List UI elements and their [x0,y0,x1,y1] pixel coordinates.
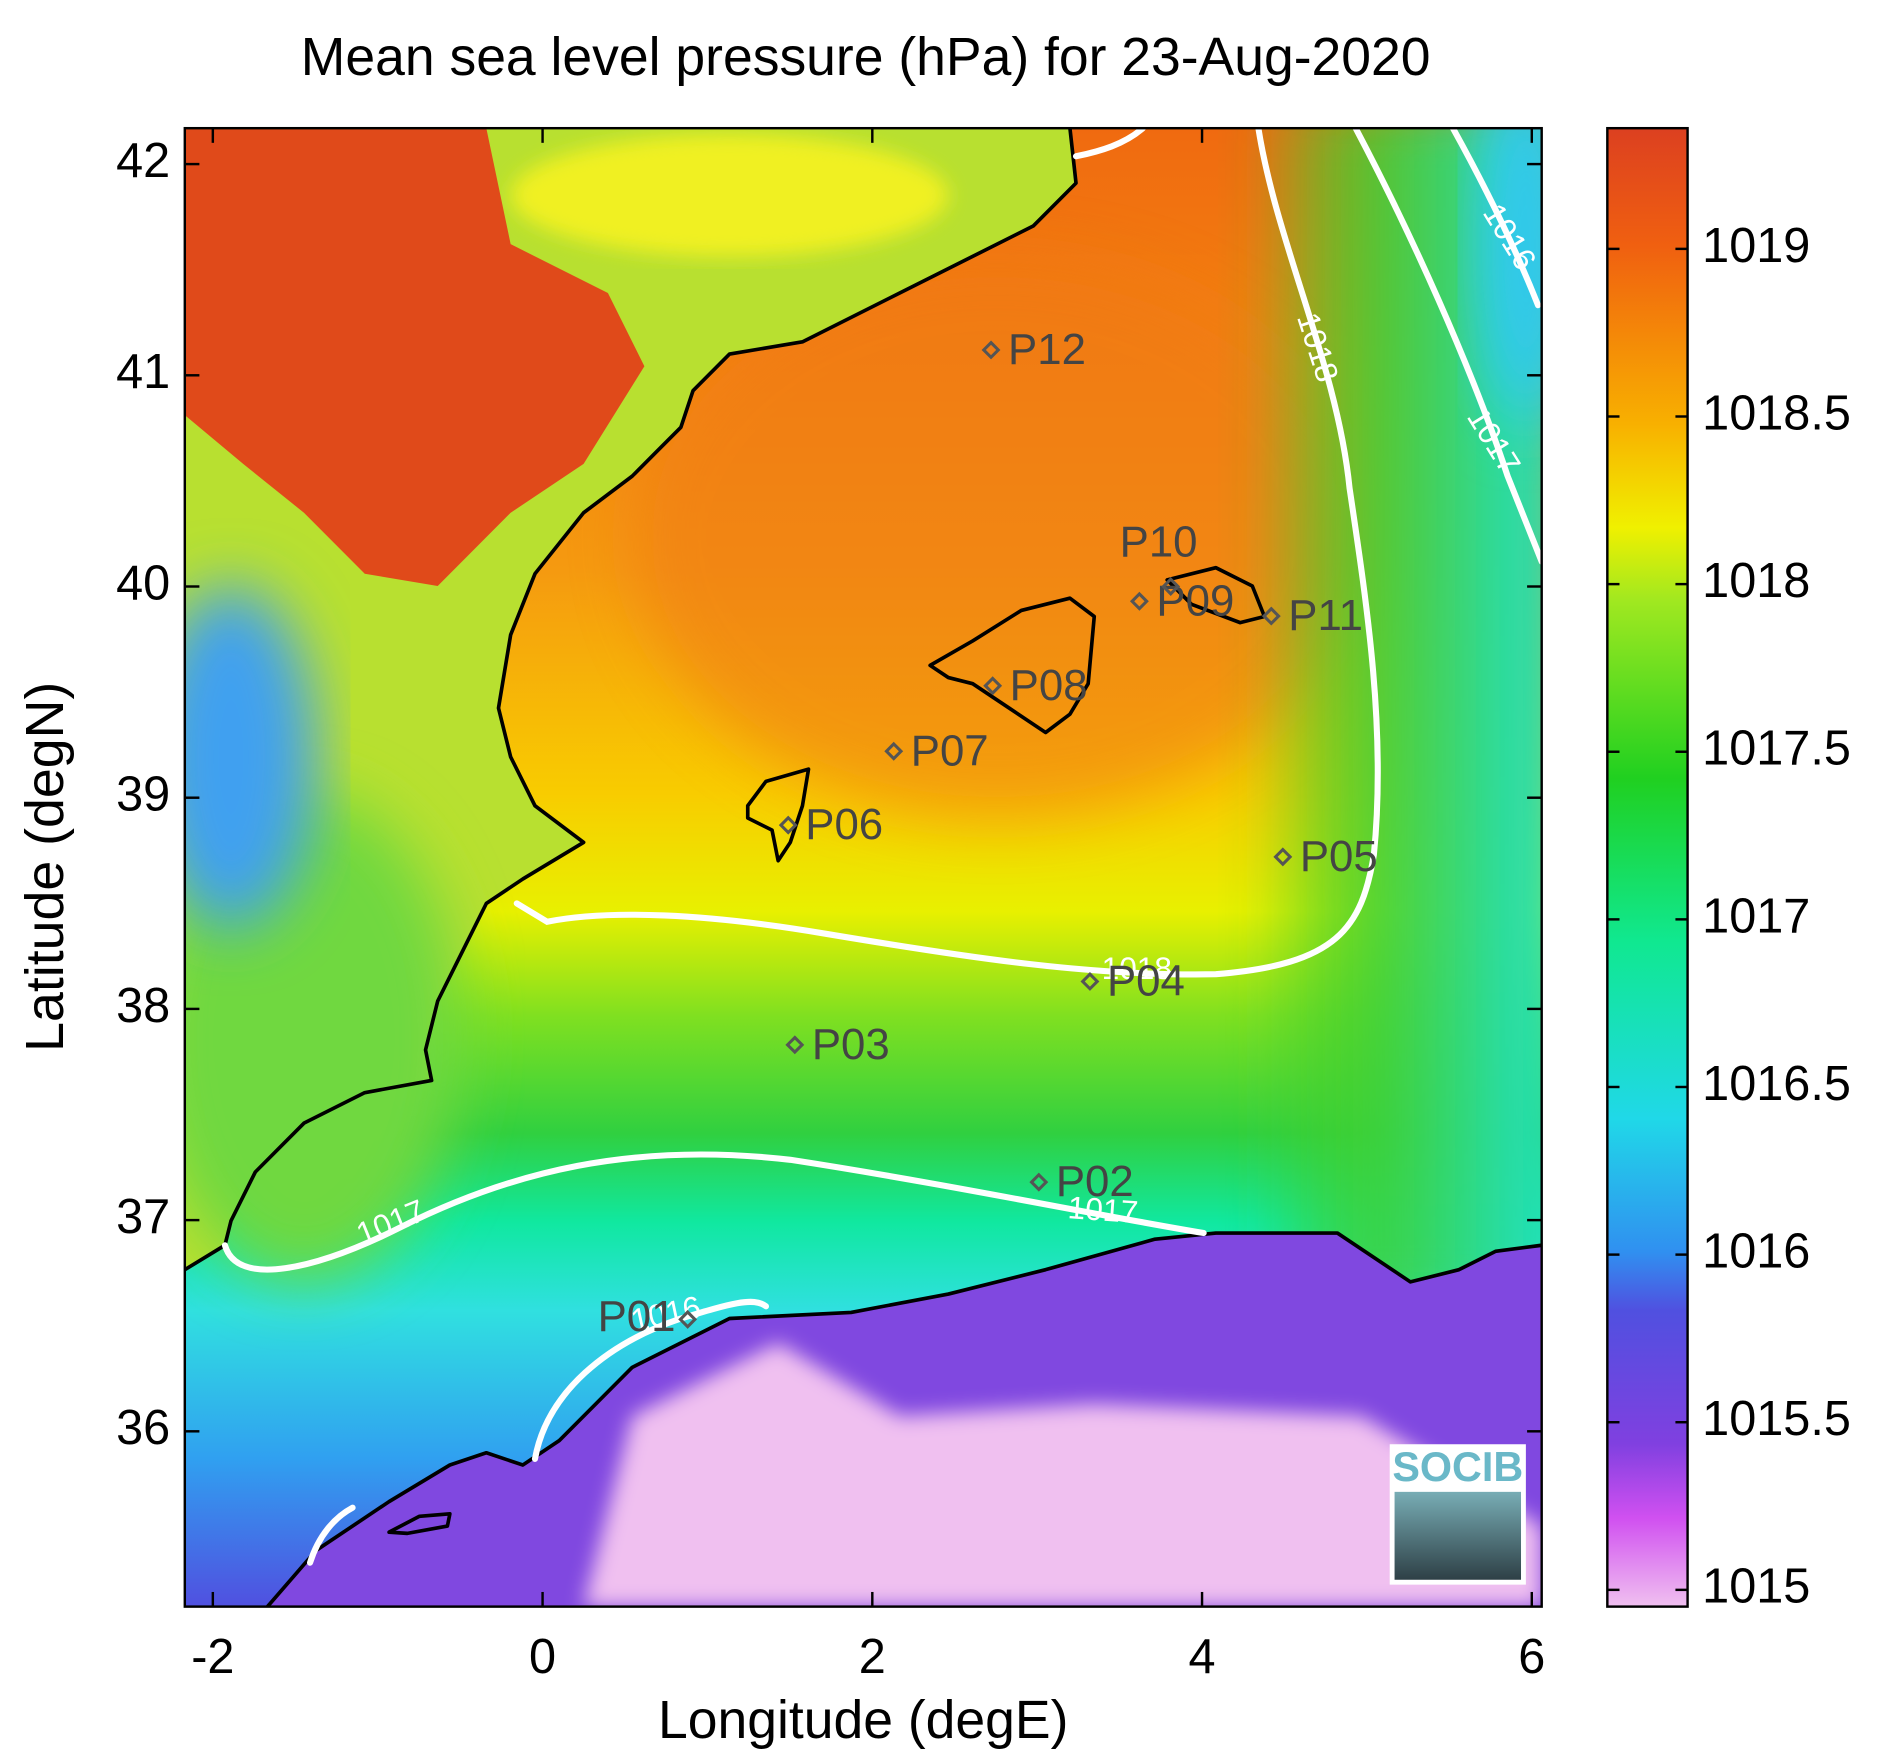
land-blue [184,586,317,928]
contour [1449,128,1542,309]
station-marker [981,340,1001,360]
colorbar-tick-label: 1018 [1702,554,1810,608]
chart-title: Mean sea level pressure (hPa) for 23-Aug… [301,27,1431,87]
colorbar-tick-label: 1016.5 [1702,1057,1851,1111]
logo-text: SOCIB [1392,1444,1523,1490]
high-core [632,256,1362,818]
plot-frame [183,126,1543,1608]
map-field [184,128,1542,1607]
colorbar-tick-label: 1015 [1702,1560,1810,1614]
station-label: P03 [812,1020,890,1069]
station-marker [1273,847,1293,867]
land-red [184,128,645,586]
station-marker [983,676,1003,696]
colorbar-tick-label: 1019 [1702,219,1810,273]
station-label: P04 [1107,956,1185,1005]
station-label: P02 [1056,1157,1134,1206]
colorbar-tick-label: 1017.5 [1702,722,1851,776]
station-marker [1129,591,1149,611]
station-marker [884,741,904,761]
colorbar [1606,126,1689,1608]
station-label: P05 [1300,832,1378,881]
x-tick-label: -2 [191,1630,234,1684]
coastline [266,1231,1542,1607]
x-tick-label: 6 [1518,1630,1545,1684]
station-marker [1080,971,1100,991]
station-label: P11 [1288,591,1363,640]
contour [531,1298,770,1462]
colorbar-tick-label: 1018.5 [1702,386,1851,440]
station-label: P12 [1008,325,1086,374]
station-marker [1261,606,1281,626]
station-label: P09 [1156,576,1234,625]
colorbar-tick-label: 1015.5 [1702,1392,1851,1446]
contour [1352,128,1542,565]
y-tick-label: 42 [116,134,170,188]
island [745,767,811,863]
y-tick-label: 41 [116,345,170,399]
x-tick-label: 2 [859,1630,886,1684]
station-label: P07 [911,726,989,775]
contour-label: 1018 [1102,950,1172,986]
station-marker [778,815,798,835]
station-label: P01 [598,1292,676,1341]
island [387,1512,452,1536]
y-tick-label: 37 [116,1190,170,1244]
logo-image [1394,1491,1522,1580]
station-marker [1161,577,1181,596]
contour [513,128,1381,978]
station-label: P10 [1120,518,1198,567]
station-marker [785,1035,805,1055]
contour [306,1504,356,1566]
y-tick-label: 36 [116,1401,170,1455]
x-tick-label: 4 [1189,1630,1216,1684]
y-axis-label: Latitude (degN) [15,682,75,1052]
y-tick-label: 38 [116,979,170,1033]
contour [1072,128,1146,160]
colorbar-tick-label: 1017 [1702,889,1810,943]
station-marker [678,1309,698,1329]
land-yellow [510,134,949,257]
coastline [184,128,1078,1272]
y-tick-label: 40 [116,556,170,610]
contour-label: 1017 [1067,1189,1140,1230]
station-label: P08 [1010,661,1088,710]
x-axis-label: Longitude (degE) [658,1690,1068,1750]
contour [221,1151,1207,1273]
land-pink [583,1342,1542,1607]
y-tick-label: 39 [116,768,170,822]
station-marker [1029,1172,1049,1192]
station-label: P06 [805,800,883,849]
colorbar-tick-label: 1016 [1702,1224,1810,1278]
x-tick-label: 0 [529,1630,556,1684]
island [928,596,1097,735]
logo: SOCIB [1389,1444,1526,1585]
